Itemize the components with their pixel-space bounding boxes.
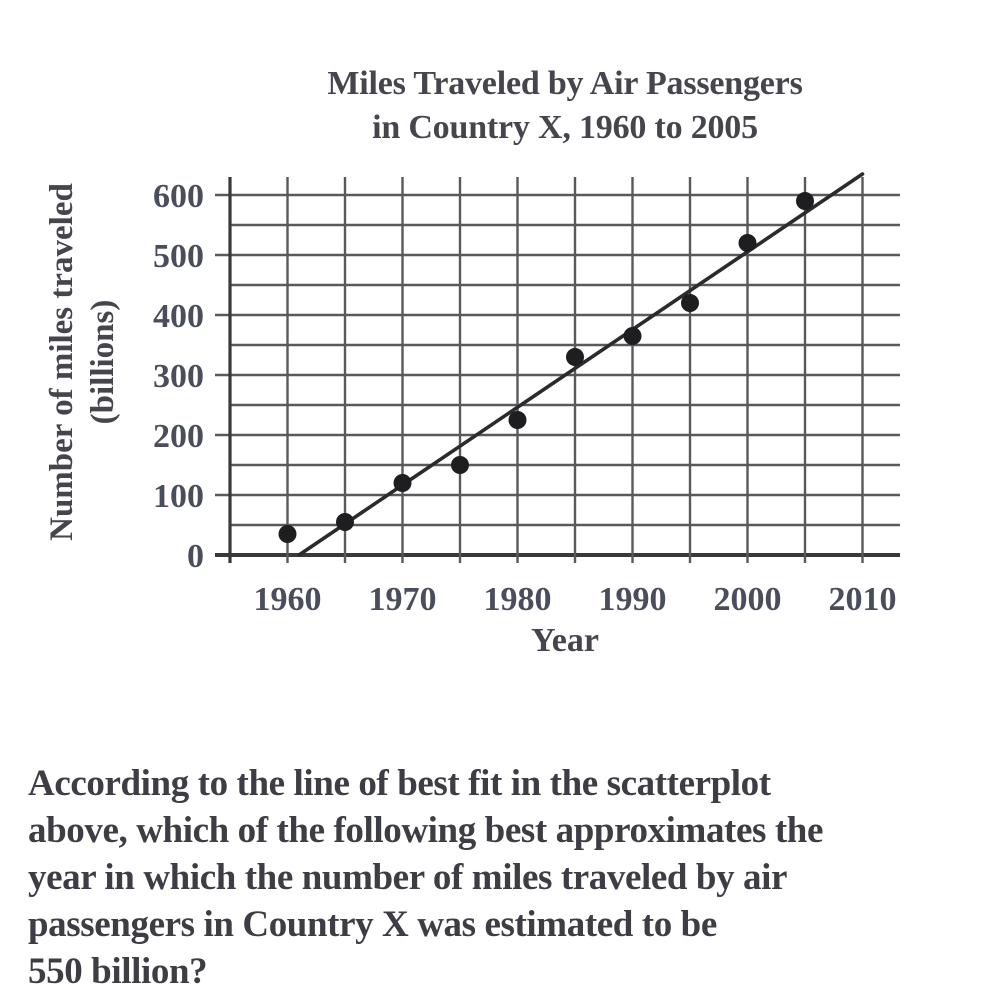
y-tick-label: 0 (187, 538, 204, 575)
data-point (796, 192, 814, 210)
question-text: According to the line of best fit in the… (28, 760, 958, 995)
chart-title-line2: in Country X, 1960 to 2005 (372, 109, 758, 146)
data-point (623, 327, 642, 345)
x-tick-label: 1990 (599, 581, 667, 618)
y-tick-label: 600 (153, 178, 204, 215)
data-point (336, 513, 354, 531)
x-tick-label: 1960 (254, 581, 322, 618)
question-line: above, which of the following best appro… (28, 810, 823, 851)
data-point (508, 411, 527, 429)
y-tick-label: 300 (153, 358, 204, 395)
y-tick-label: 500 (153, 238, 204, 275)
data-point (451, 456, 469, 474)
x-tick-label: 2000 (714, 581, 782, 618)
data-point (566, 348, 584, 366)
data-point (738, 234, 757, 252)
x-tick-label: 1980 (484, 581, 552, 618)
y-tick-label: 400 (153, 298, 204, 335)
question-line: year in which the number of miles travel… (28, 857, 788, 898)
data-point (393, 474, 412, 492)
chart-title: Miles Traveled by Air Passengers in Coun… (230, 62, 900, 150)
scatterplot-canvas: 0 100 200 300 400 500 600 1960 1970 1980 1990 2000 2… (153, 172, 900, 618)
chart-title-line1: Miles Traveled by Air Passengers (327, 65, 803, 102)
y-tick-label: 200 (153, 418, 204, 455)
best-fit-line (297, 172, 865, 557)
x-tick-label: 1970 (369, 581, 437, 618)
data-point (278, 525, 297, 543)
question-line: passengers in Country X was estimated to… (28, 904, 717, 945)
y-tick-label: 100 (153, 478, 204, 515)
data-point (681, 294, 699, 312)
question-line: According to the line of best fit in the… (28, 763, 771, 804)
question-line: 550 billion? (28, 951, 208, 992)
x-axis-title: Year (531, 622, 599, 659)
x-tick-label: 2010 (829, 581, 897, 618)
